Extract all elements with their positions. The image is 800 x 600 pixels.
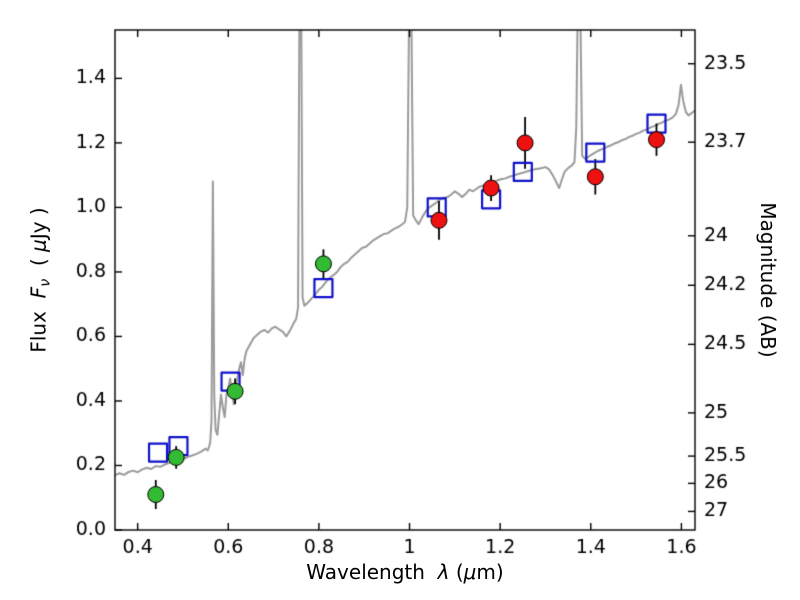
right-y-axis-label: Magnitude (AB) (756, 202, 780, 357)
flux-symbol: F (26, 286, 51, 299)
x-axis-label: Wavelength λ (μm) (306, 560, 504, 584)
magnitude-label-text: Magnitude (AB) (756, 202, 780, 358)
nu-subscript: ν (37, 278, 54, 287)
lambda-symbol: λ (437, 560, 450, 584)
x-axis-label-text: Wavelength (306, 560, 438, 584)
left-y-axis-label: Flux Fν ( μJy ) (26, 207, 54, 353)
mu-symbol: μ (26, 239, 51, 252)
flux-label-text: Flux (26, 298, 51, 353)
mu-symbol: μ (463, 560, 477, 584)
